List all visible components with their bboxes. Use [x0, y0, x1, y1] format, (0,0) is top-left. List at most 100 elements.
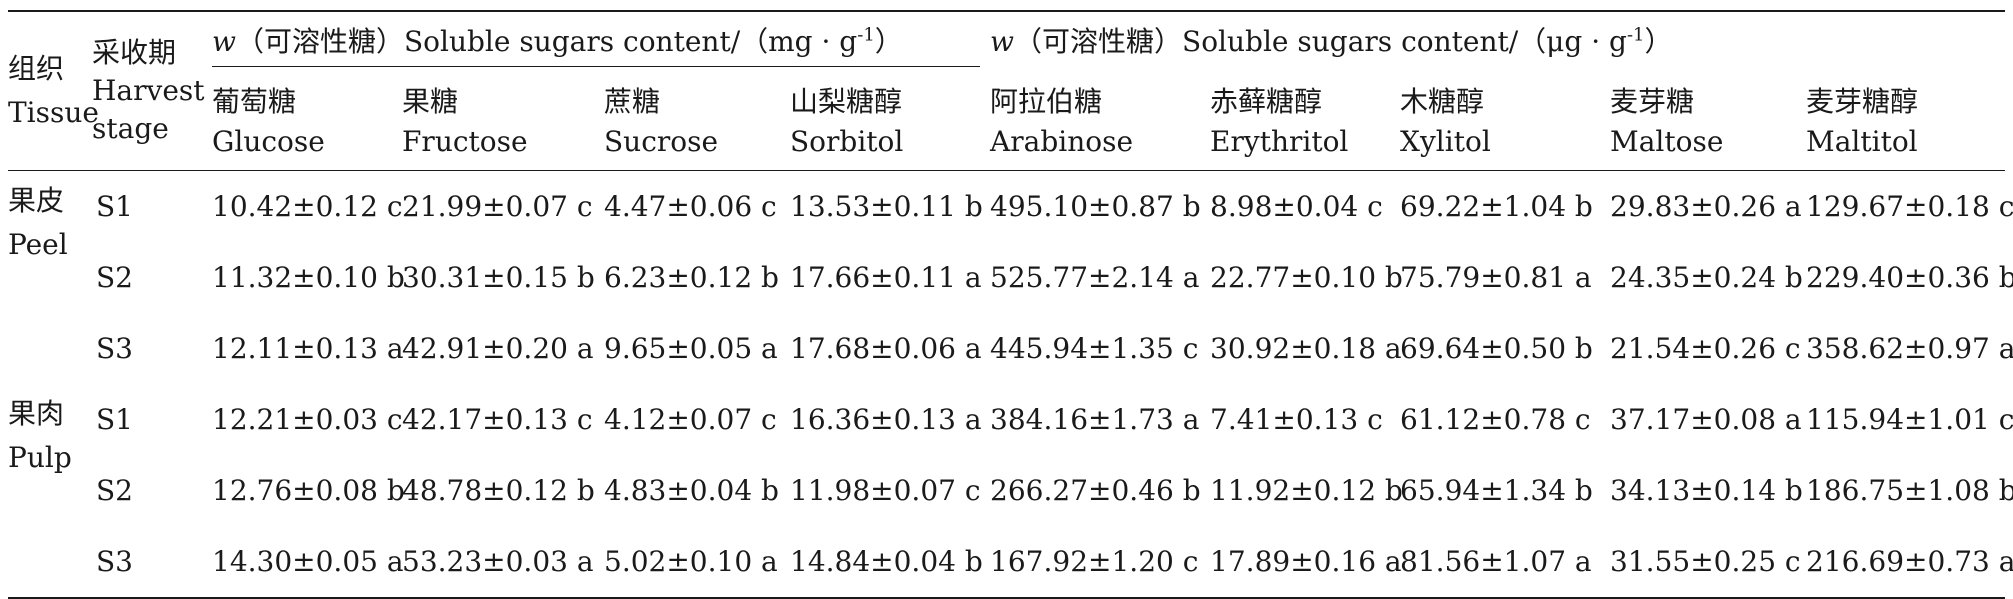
tissue-cell-line: 果皮 [8, 184, 65, 217]
header-col-line: 蔗糖 [604, 85, 661, 118]
value-cell: 21.54±0.26 c [1610, 332, 1801, 365]
header-group-mg-variable: w [212, 24, 236, 58]
header-col-maltitol: 麦芽糖醇 Maltitol [1806, 74, 2005, 171]
value-cell: 9.65±0.05 a [604, 332, 778, 365]
table-body: 果皮 Peel S1 10.42±0.12 c 21.99±0.07 c 4.47±0.0… [8, 171, 2013, 598]
value-cell: 6.23±0.12 b [604, 261, 779, 294]
header-stage: 采收期 Harvest stage [92, 11, 212, 171]
stage-cell: S2 [96, 261, 133, 294]
header-col-line: 果糖 [402, 85, 459, 118]
value-cell: 16.36±0.13 a [790, 403, 982, 436]
header-col-line: 赤藓糖醇 [1210, 85, 1323, 118]
table-header: 组织 Tissue 采收期 Harvest stage w（可溶性糖）Soluble su… [8, 11, 2006, 171]
value-cell: 53.23±0.03 a [402, 545, 594, 578]
value-cell: 30.31±0.15 b [402, 261, 595, 294]
value-cell: 75.79±0.81 a [1400, 261, 1592, 294]
value-cell: 37.17±0.08 a [1610, 403, 1802, 436]
value-cell: 31.55±0.25 c [1610, 545, 1801, 578]
header-group-mg-text: （可溶性糖）Soluble sugars content/（mg · g [235, 24, 858, 58]
header-col-fructose: 果糖 Fructose [402, 74, 604, 171]
value-cell: 495.10±0.87 b [990, 190, 1201, 223]
header-col-line: Erythritol [1210, 125, 1349, 158]
value-cell: 61.12±0.78 c [1400, 403, 1591, 436]
value-cell: 229.40±0.36 b [1806, 261, 2013, 294]
value-cell: 14.84±0.04 b [790, 545, 983, 578]
table-row: 果肉 Pulp S1 12.21±0.03 c 42.17±0.13 c 4.12±0.0… [8, 384, 2013, 474]
value-cell: 29.83±0.26 a [1610, 190, 1802, 223]
table-row: 果皮 Peel S1 10.42±0.12 c 21.99±0.07 c 4.47±0.0… [8, 171, 2013, 261]
table-row: S2 11.32±0.10 b 30.31±0.15 b 6.23±0.12 b 17.… [8, 242, 2013, 313]
value-cell: 12.76±0.08 b [212, 474, 405, 507]
table-row: S2 12.76±0.08 b 48.78±0.12 b 4.83±0.04 b 11.… [8, 455, 2013, 526]
value-cell: 384.16±1.73 a [990, 403, 1200, 436]
header-col-line: Sucrose [604, 125, 719, 158]
tissue-cell-line: 果肉 [8, 397, 65, 430]
header-tissue: 组织 Tissue [8, 11, 99, 171]
value-cell: 12.21±0.03 c [212, 403, 403, 436]
header-group-mg-close: ） [874, 24, 903, 58]
header-row-columns: 葡萄糖 Glucose 果糖 Fructose 蔗糖 Sucrose 山梨糖醇 Sorbito… [8, 74, 2006, 171]
value-cell: 81.56±1.07 a [1400, 545, 1592, 578]
header-group-mg-exponent: -1 [857, 24, 875, 46]
header-col-line: Sorbitol [790, 125, 904, 158]
header-col-line: 麦芽糖醇 [1806, 85, 1919, 118]
value-cell: 42.91±0.20 a [402, 332, 594, 365]
value-cell: 12.11±0.13 a [212, 332, 404, 365]
header-col-line: Arabinose [990, 125, 1134, 158]
tissue-cell-line: Peel [8, 228, 68, 261]
header-col-line: 山梨糖醇 [790, 85, 903, 118]
header-col-line: Glucose [212, 125, 325, 158]
value-cell: 17.89±0.16 a [1210, 545, 1402, 578]
value-cell: 8.98±0.04 c [1210, 190, 1383, 223]
value-cell: 22.77±0.10 b [1210, 261, 1403, 294]
table-row: S3 12.11±0.13 a 42.91±0.20 a 9.65±0.05 a 17.… [8, 313, 2013, 384]
sugar-content-table: 组织 Tissue 采收期 Harvest stage w（可溶性糖）Soluble su… [8, 10, 2013, 599]
value-cell: 266.27±0.46 b [990, 474, 1201, 507]
header-group-mg: w（可溶性糖）Soluble sugars content/（mg · g-1） [212, 11, 990, 74]
value-cell: 24.35±0.24 b [1610, 261, 1803, 294]
tissue-cell: 果肉 Pulp [8, 384, 92, 598]
header-col-line: Maltose [1610, 125, 1724, 158]
value-cell: 34.13±0.14 b [1610, 474, 1803, 507]
value-cell: 167.92±1.20 c [990, 545, 1199, 578]
value-cell: 65.94±1.34 b [1400, 474, 1593, 507]
tissue-cell-line: Pulp [8, 441, 72, 474]
value-cell: 5.02±0.10 a [604, 545, 778, 578]
header-col-line: Fructose [402, 125, 528, 158]
value-cell: 48.78±0.12 b [402, 474, 595, 507]
header-col-maltose: 麦芽糖 Maltose [1610, 74, 1806, 171]
value-cell: 69.64±0.50 b [1400, 332, 1593, 365]
stage-cell: S3 [96, 545, 133, 578]
value-cell: 4.83±0.04 b [604, 474, 779, 507]
header-group-mg-label: w（可溶性糖）Soluble sugars content/（mg · g-1） [212, 20, 981, 67]
value-cell: 129.67±0.18 c [1806, 190, 2013, 223]
header-stage-line: stage [92, 112, 169, 145]
header-col-sorbitol: 山梨糖醇 Sorbitol [790, 74, 990, 171]
header-col-erythritol: 赤藓糖醇 Erythritol [1210, 74, 1400, 171]
stage-cell: S3 [96, 332, 133, 365]
value-cell: 445.94±1.35 c [990, 332, 1199, 365]
value-cell: 4.47±0.06 c [604, 190, 777, 223]
header-col-xylitol: 木糖醇 Xylitol [1400, 74, 1610, 171]
header-group-ug: w（可溶性糖）Soluble sugars content/（μg · g-1） [990, 11, 2005, 74]
value-cell: 69.22±1.04 b [1400, 190, 1593, 223]
value-cell: 11.92±0.12 b [1210, 474, 1403, 507]
header-col-line: 麦芽糖 [1610, 85, 1695, 118]
value-cell: 186.75±1.08 b [1806, 474, 2013, 507]
sugar-content-table-container: 组织 Tissue 采收期 Harvest stage w（可溶性糖）Soluble su… [8, 10, 2013, 599]
header-col-glucose: 葡萄糖 Glucose [212, 74, 402, 171]
header-row-group: 组织 Tissue 采收期 Harvest stage w（可溶性糖）Soluble su… [8, 11, 2006, 145]
value-cell: 17.66±0.11 a [790, 261, 982, 294]
value-cell: 30.92±0.18 a [1210, 332, 1402, 365]
header-group-ug-exponent: -1 [1626, 24, 1645, 46]
header-tissue-line: Tissue [8, 96, 99, 129]
header-col-line: 木糖醇 [1400, 85, 1485, 118]
header-col-line: 阿拉伯糖 [990, 85, 1103, 118]
value-cell: 11.98±0.07 c [790, 474, 981, 507]
value-cell: 42.17±0.13 c [402, 403, 593, 436]
header-stage-line: 采收期 [92, 36, 177, 69]
value-cell: 358.62±0.97 a [1806, 332, 2013, 365]
value-cell: 21.99±0.07 c [402, 190, 593, 223]
value-cell: 10.42±0.12 c [212, 190, 403, 223]
tissue-cell: 果皮 Peel [8, 171, 92, 385]
